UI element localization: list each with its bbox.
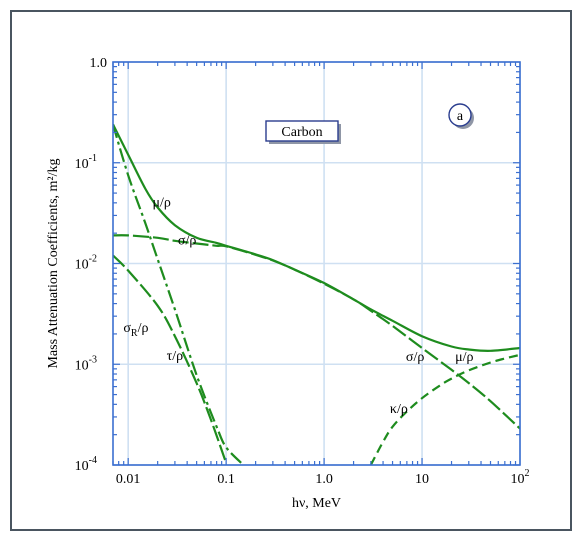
y-tick-label: 10-2: [75, 254, 97, 273]
curve-label-5: μ/ρ: [455, 350, 473, 365]
curve-label-2: σR/ρ: [123, 321, 148, 339]
curve-label-6: κ/ρ: [390, 402, 408, 417]
series-line-3: [113, 124, 245, 465]
x-tick-label: 102: [511, 468, 530, 487]
x-tick-label: 1.0: [315, 472, 333, 487]
curve-label-0: μ/ρ: [153, 195, 171, 210]
y-tick-label: 10-4: [75, 455, 97, 474]
axis-ticks: 0.01 0.1 1.0 10 102 1.0 10-1 10-2 10-3 10-4: [75, 56, 530, 487]
y-tick-label: 1.0: [90, 56, 108, 71]
series-line-4: [369, 353, 520, 465]
figure-frame: [10, 10, 572, 531]
x-tick-label: 10: [415, 472, 429, 487]
curve-label-3: τ/ρ: [167, 349, 184, 364]
curves: [113, 123, 520, 465]
series-line-2: [113, 254, 228, 464]
curve-labels: μ/ρ σ/ρ σR/ρ τ/ρ σ/ρ μ/ρ κ/ρ: [123, 195, 473, 417]
title-box: Carbon: [265, 120, 341, 144]
y-tick-label: 10-1: [75, 153, 97, 172]
chart-title: Carbon: [281, 125, 322, 140]
x-tick-label: 0.1: [217, 472, 235, 487]
series-line-1: [113, 234, 520, 430]
panel-letter: a: [457, 109, 464, 124]
panel-label: a: [448, 103, 474, 129]
series-line-0: [113, 123, 520, 352]
x-axis-label: hν, MeV: [292, 496, 341, 511]
x-tick-label: 0.01: [116, 472, 141, 487]
y-axis-label: Mass Attenuation Coefficients, m²/kg: [46, 158, 61, 368]
curve-label-4: σ/ρ: [406, 350, 424, 365]
y-tick-label: 10-3: [75, 354, 97, 373]
curve-label-1: σ/ρ: [178, 233, 196, 248]
